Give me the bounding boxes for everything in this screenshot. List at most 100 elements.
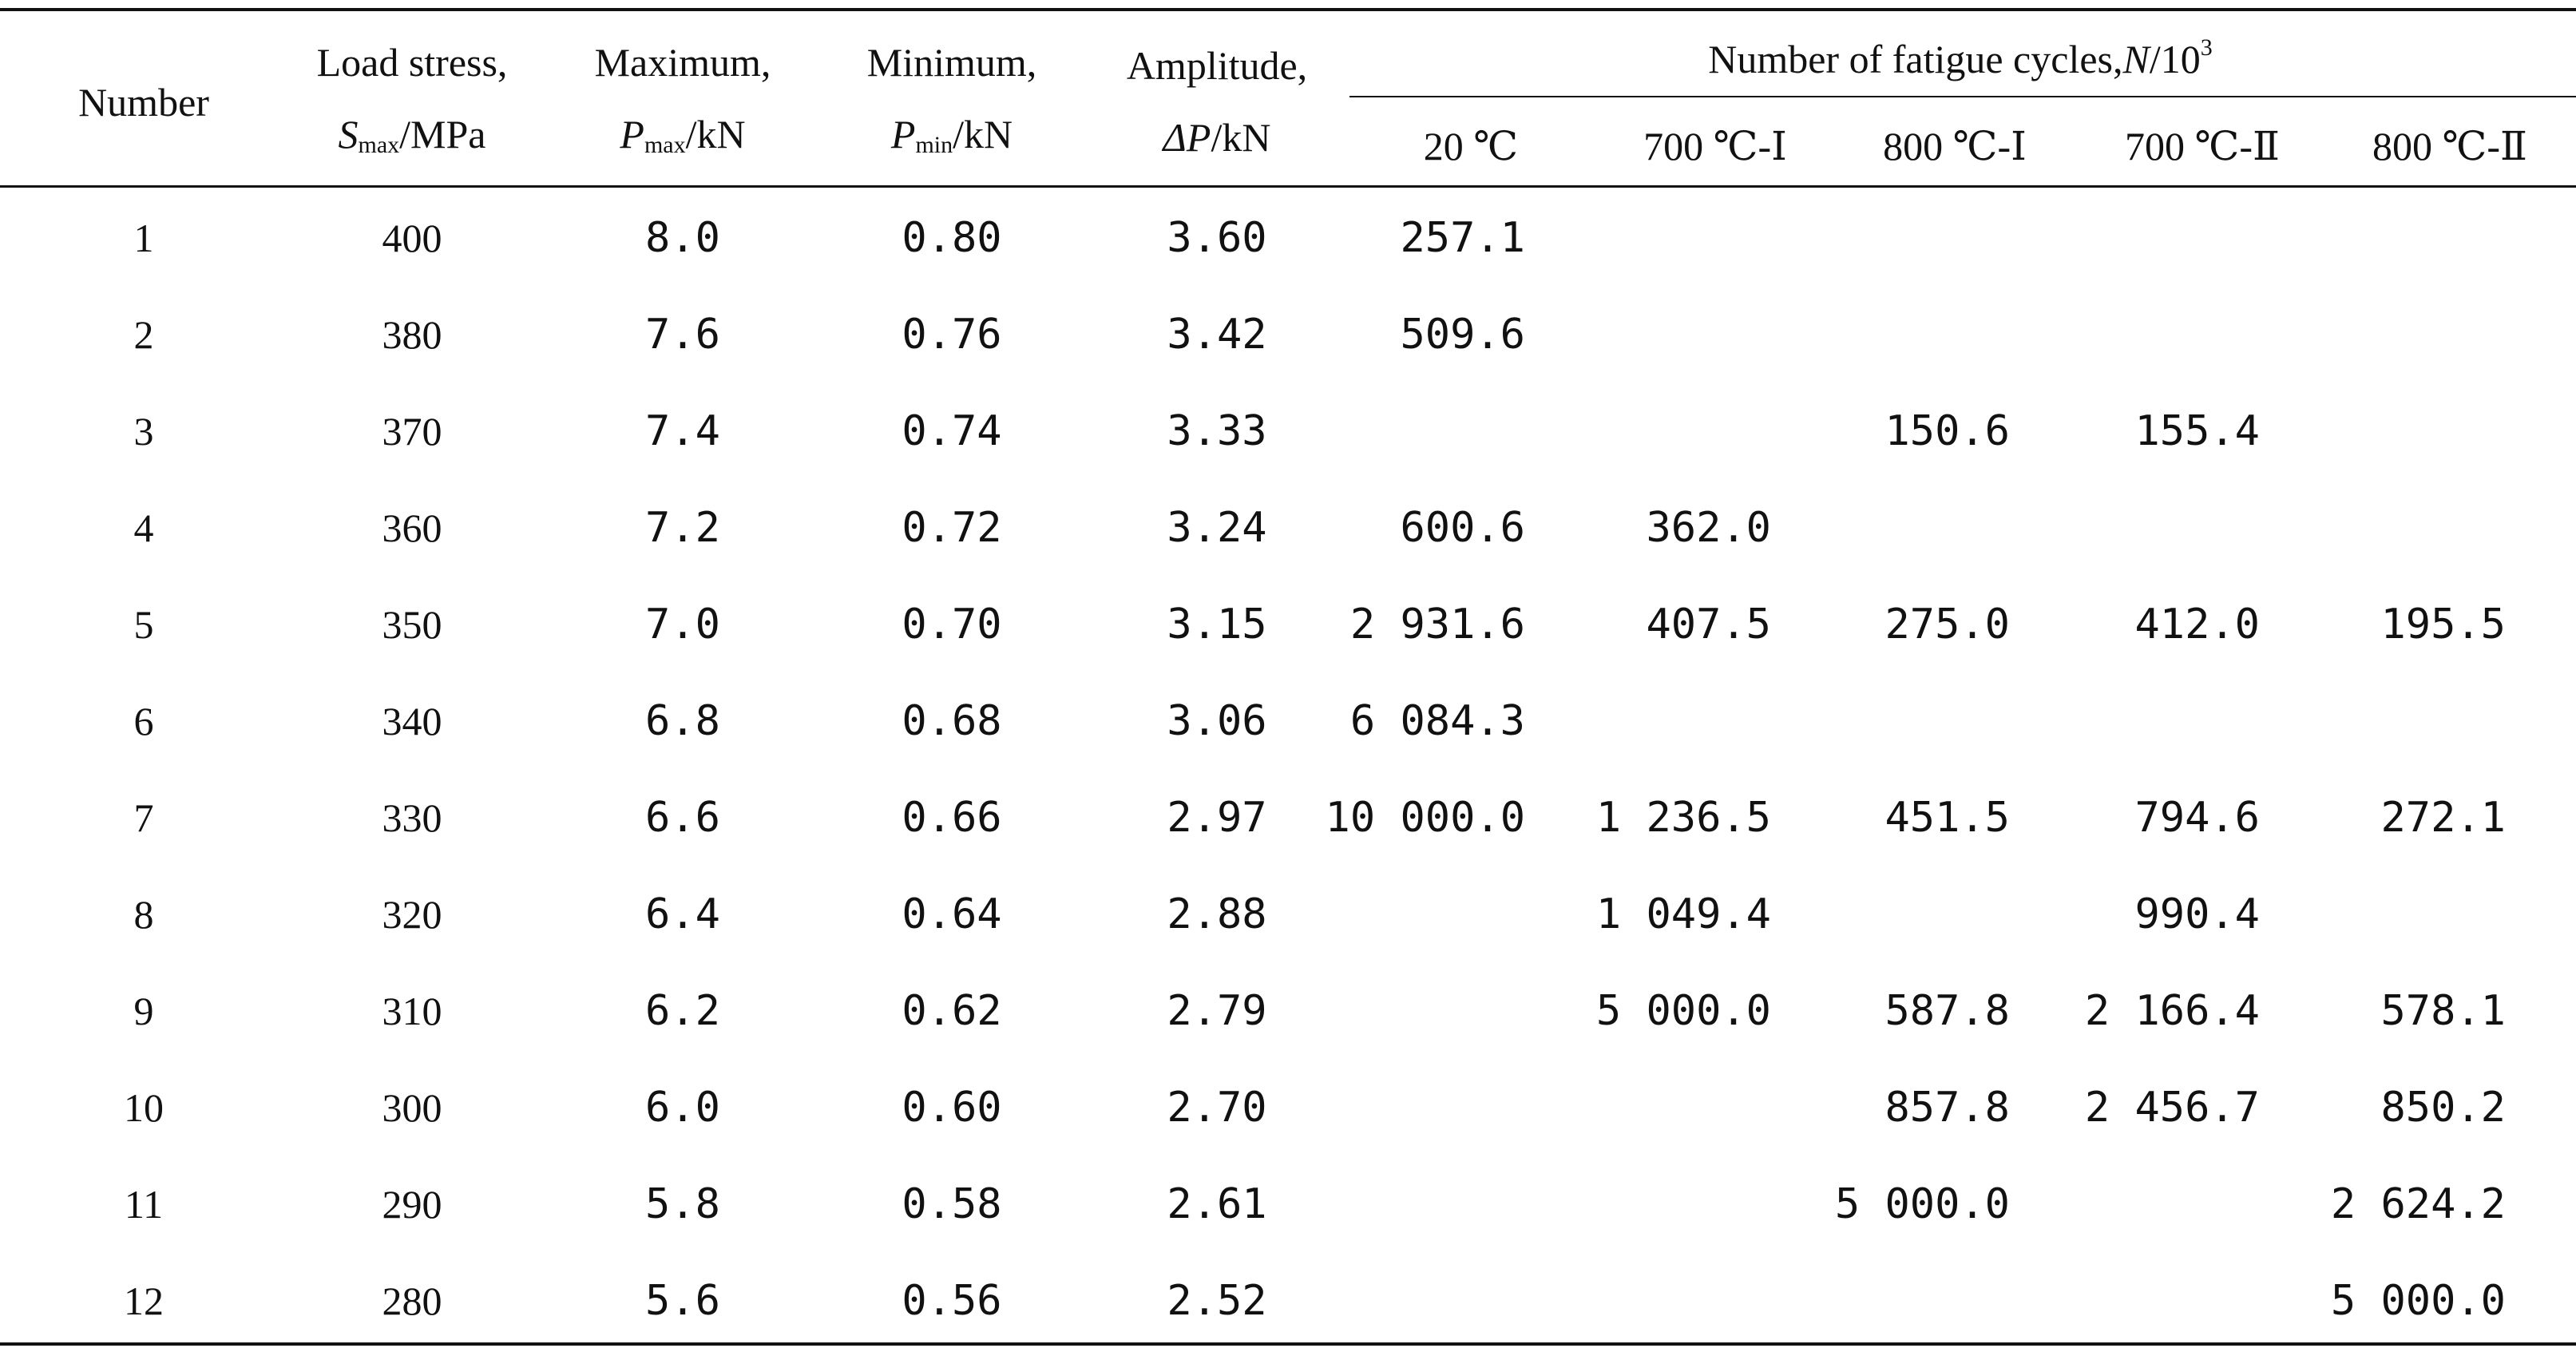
cell-minimum: 0.66 [902,794,1002,842]
header-800c-i: 800 ℃-Ⅰ [1883,124,2027,169]
cell-minimum: 0.76 [902,311,1002,359]
cell-maximum: 6.2 [645,987,720,1035]
top-rule [0,8,2576,11]
cell-number: 3 [133,409,154,454]
cell-number: 8 [133,892,154,937]
cell-800c-i: 451.5 [1884,794,2010,842]
cell-number: 5 [133,602,154,647]
cell-800c-ii: 5 000.0 [2330,1277,2506,1325]
cell-maximum: 6.0 [645,1084,720,1132]
header-load-stress-unit: Smax/MPa [338,112,486,158]
cell-maximum: 6.8 [645,697,720,745]
header-number: Number [78,80,209,125]
cell-700c-ii: 412.0 [2134,601,2260,648]
cell-amplitude: 3.24 [1167,504,1267,552]
cell-number: 9 [133,989,154,1033]
cell-800c-ii: 578.1 [2380,987,2506,1035]
header-700c-i: 700 ℃-Ⅰ [1643,124,1787,169]
cell-number: 7 [133,795,154,840]
cell-maximum: 5.6 [645,1277,720,1325]
cell-20c: 2 931.6 [1349,601,1525,648]
cell-800c-ii: 195.5 [2380,601,2506,648]
cell-load-stress: 360 [382,506,442,550]
cell-minimum: 0.62 [902,987,1002,1035]
cell-load-stress: 300 [382,1085,442,1130]
cell-800c-ii: 2 624.2 [2330,1180,2506,1228]
cell-maximum: 7.4 [645,407,720,455]
cell-number: 10 [124,1085,164,1130]
header-maximum: Maximum, [594,40,771,85]
cell-800c-ii: 272.1 [2380,794,2506,842]
header-800c-ii: 800 ℃-Ⅱ [2372,124,2528,169]
header-minimum: Minimum, [866,40,1037,85]
cell-number: 4 [133,506,154,550]
cell-700c-ii: 2 166.4 [2084,987,2260,1035]
cell-number: 1 [133,216,154,260]
cell-minimum: 0.70 [902,601,1002,648]
header-amplitude-unit: ΔP/kN [1163,115,1271,160]
cell-minimum: 0.56 [902,1277,1002,1325]
cell-minimum: 0.68 [902,697,1002,745]
cell-700c-ii: 155.4 [2134,407,2260,455]
cell-700c-ii: 794.6 [2134,794,2260,842]
cell-maximum: 8.0 [645,214,720,262]
header-minimum-unit: Pmin/kN [890,112,1013,158]
cell-number: 2 [133,312,154,357]
cell-amplitude: 2.52 [1167,1277,1267,1325]
cell-minimum: 0.64 [902,890,1002,938]
cell-load-stress: 340 [382,699,442,743]
header-rule [0,185,2576,188]
cell-800c-i: 587.8 [1884,987,2010,1035]
cell-load-stress: 350 [382,602,442,647]
cell-700c-i: 5 000.0 [1595,987,1771,1035]
cell-800c-i: 150.6 [1884,407,2010,455]
cell-amplitude: 3.15 [1167,601,1267,648]
cell-load-stress: 280 [382,1279,442,1323]
group-rule [1349,96,2576,97]
cell-700c-ii: 990.4 [2134,890,2260,938]
cell-20c: 509.6 [1400,311,1525,359]
cell-minimum: 0.60 [902,1084,1002,1132]
cell-minimum: 0.58 [902,1180,1002,1228]
cell-800c-ii: 850.2 [2380,1084,2506,1132]
cell-amplitude: 2.70 [1167,1084,1267,1132]
cell-maximum: 6.4 [645,890,720,938]
cell-amplitude: 2.79 [1167,987,1267,1035]
header-load-stress: Load stress, [316,40,508,85]
cell-700c-i: 1 236.5 [1595,794,1771,842]
cell-number: 6 [133,699,154,743]
cell-700c-i: 407.5 [1646,601,1771,648]
cell-20c: 6 084.3 [1349,697,1525,745]
cell-load-stress: 400 [382,216,442,260]
cell-number: 12 [124,1279,164,1323]
header-20c: 20 ℃ [1423,124,1519,169]
cell-maximum: 7.6 [645,311,720,359]
cell-800c-i: 5 000.0 [1834,1180,2010,1228]
cell-amplitude: 3.06 [1167,697,1267,745]
header-fatigue-cycles: Number of fatigue cycles,N/103 [1708,34,2213,81]
cell-number: 11 [124,1182,164,1227]
cell-amplitude: 3.33 [1167,407,1267,455]
cell-700c-i: 362.0 [1646,504,1771,552]
header-700c-ii: 700 ℃-Ⅱ [2124,124,2281,169]
cell-load-stress: 320 [382,892,442,937]
cell-amplitude: 3.60 [1167,214,1267,262]
cell-maximum: 6.6 [645,794,720,842]
cell-load-stress: 290 [382,1182,442,1227]
header-maximum-unit: Pmax/kN [620,112,746,158]
cell-800c-i: 857.8 [1884,1084,2010,1132]
cell-amplitude: 2.61 [1167,1180,1267,1228]
cell-20c: 257.1 [1400,214,1525,262]
cell-load-stress: 310 [382,989,442,1033]
cell-minimum: 0.72 [902,504,1002,552]
cell-load-stress: 380 [382,312,442,357]
cell-maximum: 5.8 [645,1180,720,1228]
cell-load-stress: 370 [382,409,442,454]
header-amplitude: Amplitude, [1126,43,1308,88]
cell-20c: 600.6 [1400,504,1525,552]
cell-amplitude: 2.97 [1167,794,1267,842]
cell-maximum: 7.2 [645,504,720,552]
cell-maximum: 7.0 [645,601,720,648]
cell-700c-ii: 2 456.7 [2084,1084,2260,1132]
